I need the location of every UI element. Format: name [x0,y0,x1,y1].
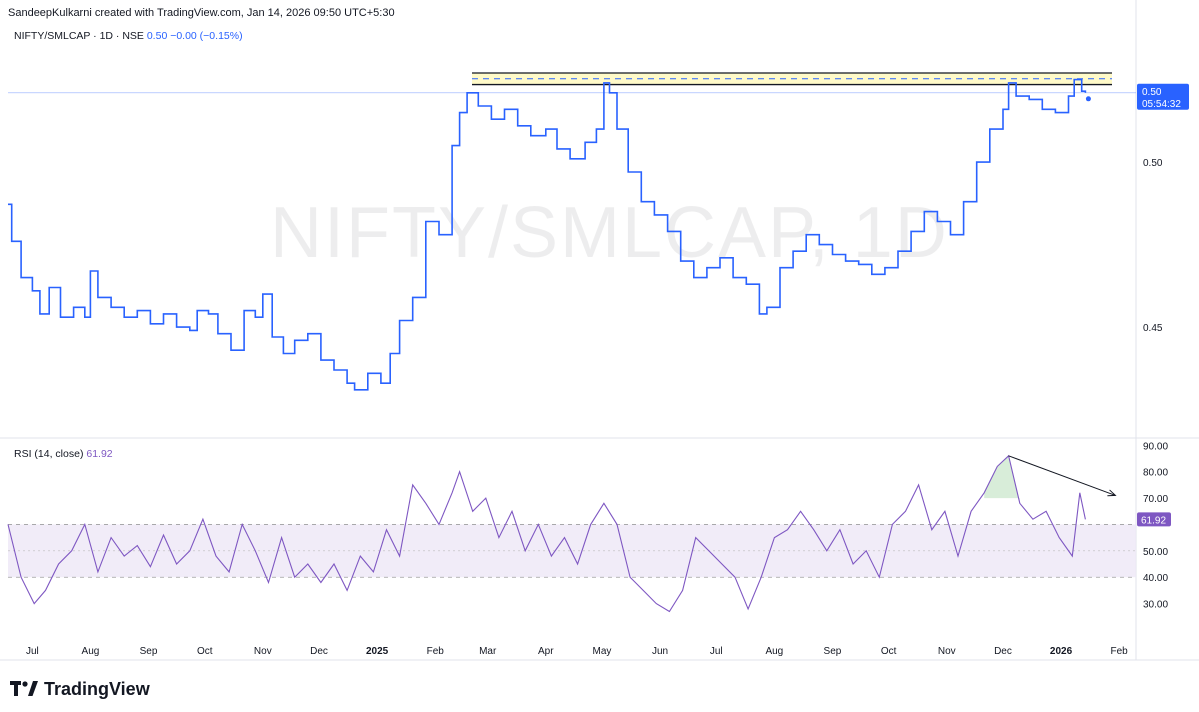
time-label-5: Dec [310,646,328,657]
price-tick-0: 0.50 [1143,158,1163,169]
price-tag-box [1137,83,1189,110]
time-label-16: Nov [938,646,956,657]
rsi-tick-2: 70.00 [1143,494,1168,505]
time-label-11: Jun [652,646,668,657]
symbol-label: NIFTY/SMLCAP · 1D · NSE [14,30,144,42]
brand-name: TradingView [44,678,150,699]
time-label-9: Apr [538,646,554,657]
price-series-line [8,78,1087,391]
time-label-13: Aug [765,646,783,657]
rsi-tick-4: 40.00 [1143,573,1168,584]
rsi-tag-box [1137,512,1171,527]
rsi-band [8,524,1136,578]
rsi-legend[interactable]: RSI (14, close) 61.92 [14,448,113,460]
time-label-14: Sep [824,646,842,657]
time-label-15: Oct [881,646,897,657]
price-change: 0.50 −0.00 (−0.15%) [146,30,243,42]
price-tick-1: 0.45 [1143,323,1163,334]
time-label-2: Sep [140,646,158,657]
time-label-4: Nov [254,646,272,657]
time-label-18: 2026 [1050,646,1073,657]
symbol-watermark: NIFTY/SMLCAP, 1D [270,193,949,273]
footer-brand[interactable]: TradingView [10,676,150,702]
last-price-dot [1085,96,1091,102]
rsi-label: RSI (14, close) [14,448,84,460]
time-label-12: Jul [710,646,723,657]
rsi-tag-value: 61.92 [1141,515,1166,526]
rsi-value: 61.92 [86,448,113,460]
time-label-7: Feb [427,646,445,657]
time-label-10: May [593,646,612,657]
price-tag-value: 0.50 [1142,87,1162,98]
price-tag-countdown: 05:54:32 [1142,99,1181,110]
rsi-series-line [7,454,1086,613]
time-label-1: Aug [82,646,100,657]
time-label-0: Jul [26,646,39,657]
rsi-tick-3: 50.00 [1143,547,1168,558]
time-label-3: Oct [197,646,213,657]
divergence-arrowhead-icon [1107,489,1117,497]
time-label-19: Feb [1111,646,1129,657]
time-label-6: 2025 [366,646,389,657]
time-label-17: Dec [994,646,1012,657]
rsi-tick-1: 80.00 [1143,468,1168,479]
divergence-trendline [1008,455,1116,496]
time-label-8: Mar [479,646,497,657]
symbol-legend[interactable]: NIFTY/SMLCAP · 1D · NSE 0.50 −0.00 (−0.1… [14,30,243,42]
credit-text: SandeepKulkarni created with TradingView… [8,7,395,19]
rsi-tick-5: 30.00 [1143,600,1168,611]
tradingview-logo-icon [10,681,38,697]
rsi-tick-0: 90.00 [1143,441,1168,452]
